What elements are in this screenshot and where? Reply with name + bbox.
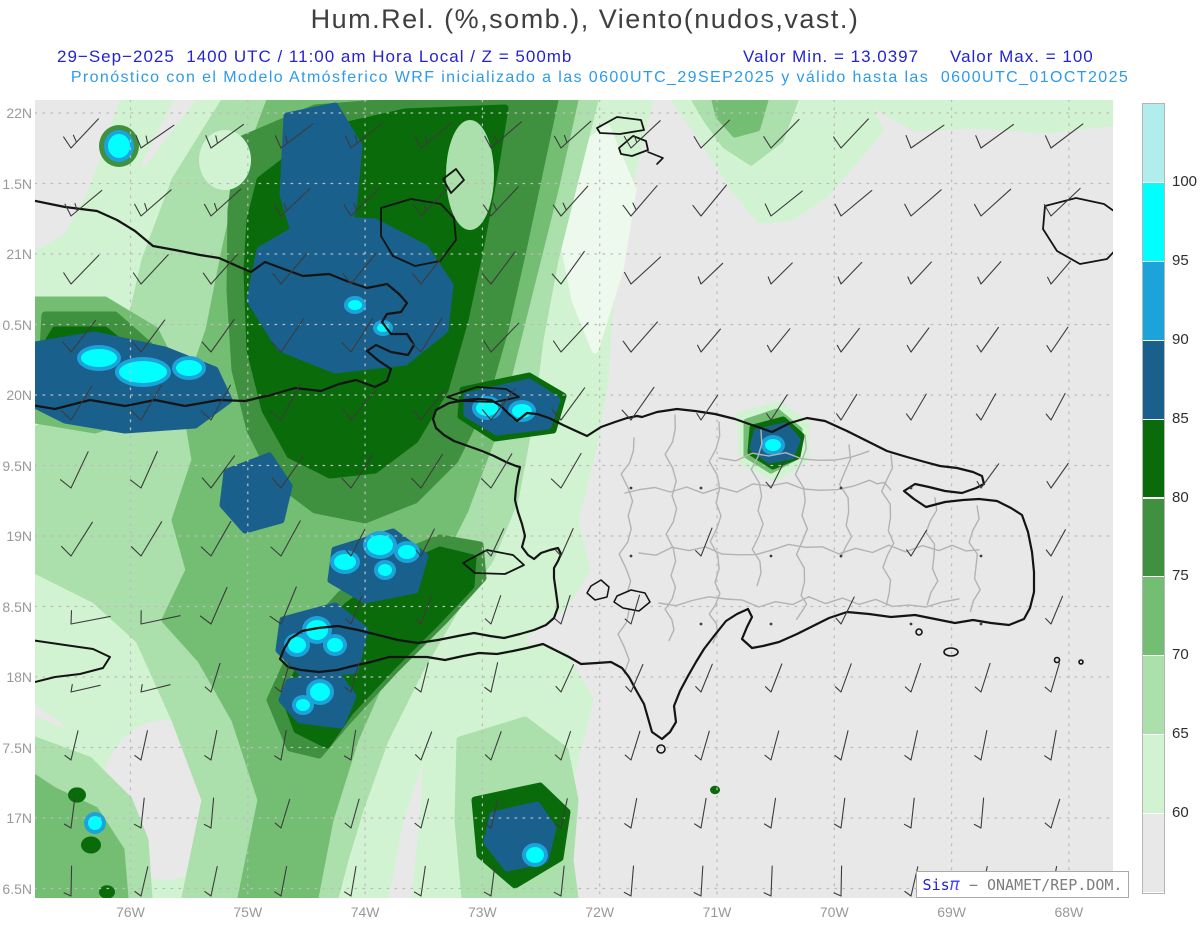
colorbar-segment [1143,419,1164,498]
lon-tick-label: 73W [467,904,497,920]
pi-symbol: π [949,874,960,895]
colorbar-segment [1143,261,1164,340]
value-max-label: Valor Max. = 100 [950,47,1094,66]
credit-onamet: − ONAMET/REP.DOM. [959,875,1123,894]
lat-tick-label: 22N [6,105,32,121]
chart-title: Hum.Rel. (%,somb.), Viento(nudos,vast.) [310,4,860,34]
lat-tick-label: 8.5N [2,598,32,615]
lat-lon-gridlines [34,99,1114,899]
lon-tick-label: 75W [233,904,263,920]
map-canvas [0,96,1125,902]
coastlines [29,116,1125,754]
humidity-shading [0,96,1124,902]
colorbar-tick-label: 70 [1172,646,1189,664]
lon-tick-label: 70W [819,904,849,920]
lon-tick-label: 71W [702,904,732,920]
subtitle-row: 29−Sep−2025 1400 UTC / 11:00 am Hora Loc… [0,47,1200,67]
lat-tick-label: 18N [6,669,32,685]
colorbar-segment [1143,735,1164,814]
lat-tick-label: 0.5N [2,316,32,333]
lon-tick-label: 76W [116,904,145,920]
colorbar-tick-label: 95 [1172,251,1189,269]
lon-tick-label: 69W [937,904,966,920]
lon-tick-label: 74W [350,904,380,920]
lat-tick-label: 19N [6,528,32,544]
lat-tick-label: 20N [6,387,32,403]
colorbar-tick-label: 100 [1172,172,1198,190]
lon-tick-label: 68W [1054,904,1084,920]
value-min-label: Valor Min. = 13.0397 [743,47,920,66]
lat-tick-label: 17N [6,810,32,826]
colorbar-tick-label: 80 [1172,488,1189,506]
lakes [586,579,651,612]
colorbar-segment [1143,340,1164,419]
colorbar-segment [1143,104,1164,182]
colorbar-tick-label: 65 [1172,725,1189,743]
colorbar-segment [1143,814,1164,892]
colorbar-segment [1143,498,1164,577]
lat-tick-label: 9.5N [2,457,32,474]
colorbar-tick-label: 90 [1172,330,1189,348]
lat-tick-label: 7.5N [2,739,32,756]
colorbar-tick-label: 75 [1172,567,1189,585]
model-run-label: Pronóstico con el Modelo Atmósferico WRF… [70,69,1130,86]
colorbar-tick-label: 85 [1172,409,1189,427]
lon-tick-label: 72W [585,904,615,920]
credit-sispi: Sis [922,875,950,894]
colorbar-tick-label: 60 [1172,804,1189,822]
wind-barbs [59,118,1084,897]
map-area [0,96,1125,902]
lat-tick-label: 6.5N [2,880,32,897]
colorbar-segment [1143,656,1164,735]
credit-box: Sis π − ONAMET/REP.DOM. [916,871,1129,898]
colorbar-segment [1143,182,1164,261]
lat-tick-label: 1.5N [2,175,32,192]
valid-datetime-label: 29−Sep−2025 1400 UTC / 11:00 am Hora Loc… [57,47,573,66]
colorbar-segment [1143,577,1164,656]
lat-tick-label: 21N [6,246,32,262]
colorbar [1142,103,1165,894]
